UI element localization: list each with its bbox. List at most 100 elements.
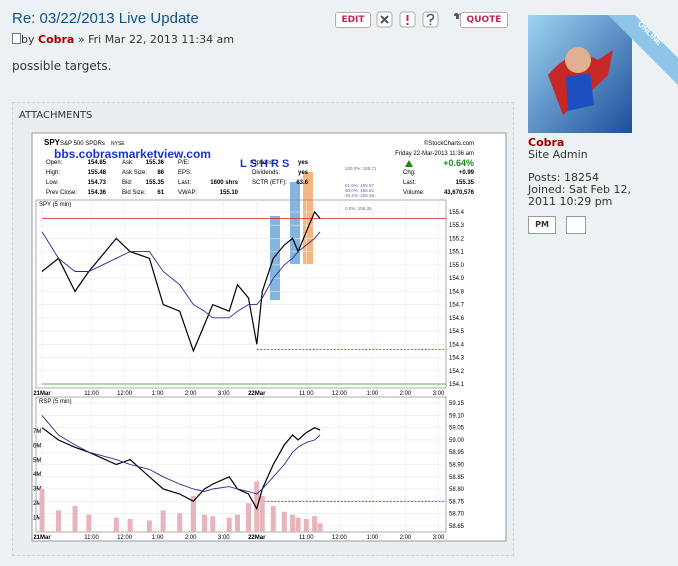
quote-label: Options: [252, 160, 275, 166]
volume-bar [312, 516, 318, 532]
y-tick-label: 58.65 [449, 524, 465, 530]
change-pct: +0.64% [443, 158, 474, 168]
x-tick-label: 2:00 [185, 391, 197, 397]
date: » Fri Mar 22, 2013 11:34 am [77, 33, 235, 46]
delete-icon [380, 15, 389, 24]
quote-label: Bid Size: [122, 190, 146, 196]
x-tick-label: 3:00 [218, 391, 230, 397]
volume-bar [226, 517, 232, 532]
edit-button[interactable]: EDIT [335, 12, 371, 28]
contact-buttons: PM [528, 216, 646, 234]
y2-tick-label: 4M [33, 472, 41, 478]
panel-frame [35, 199, 447, 389]
source: ©StockCharts.com [424, 140, 474, 147]
quote-value: 63.6 [296, 180, 308, 186]
y-tick-label: 58.70 [449, 512, 465, 518]
volume-bar [146, 520, 152, 532]
panel-title: RSP (5 min) [39, 399, 72, 405]
y2-tick-label: 5M [33, 458, 41, 464]
online-ribbon [608, 15, 678, 85]
quote-value: +0.99 [459, 170, 475, 176]
watermark: bbs.cobrasmarketview.com [54, 147, 211, 161]
author[interactable]: Cobra [38, 33, 75, 46]
y-tick-label: 59.15 [449, 401, 465, 407]
fib-level: 100.0%: 155.71 [345, 166, 377, 171]
volume-bar [295, 517, 301, 532]
fib-level: 0.0%: 155.35 [345, 206, 372, 211]
volume-bar [86, 514, 92, 532]
volume-bar [281, 511, 287, 532]
highlight-box [303, 172, 313, 264]
post-title[interactable]: Re: 03/22/2013 Live Update [12, 10, 199, 27]
quote-value: yes [298, 170, 309, 176]
x-tick-label: 11:00 [299, 391, 314, 397]
up-arrow [405, 160, 413, 167]
quote-label: Volume: [403, 190, 425, 196]
fib-level: 50.0%: 155.52 [345, 188, 375, 193]
y2-tick-label: 2M [33, 501, 41, 507]
volume-bar [290, 514, 296, 532]
y-tick-label: 155.4 [449, 210, 465, 216]
x-tick-label: 12:00 [332, 391, 348, 397]
quote-label: Bid: [122, 180, 133, 186]
quote-value: 155.35 [456, 180, 475, 186]
x-tick-label: 11:00 [299, 535, 314, 541]
y-tick-label: 59.05 [449, 426, 465, 432]
posts: Posts: 18254 [528, 172, 646, 184]
quote-value: 1600 shrs [210, 180, 238, 186]
quote-icon [454, 13, 461, 19]
quote-value: 155.36 [146, 160, 165, 166]
annotation: L S H R S [240, 158, 289, 170]
y-tick-label: 154.2 [449, 369, 465, 375]
x-tick-label: 21Mar [33, 391, 51, 397]
y2-tick-label: 1M [33, 516, 41, 522]
quote-label: Last: [178, 180, 191, 186]
avatar-suit [566, 73, 594, 111]
quote-date: Friday 22-Mar-2013 11:36 am [395, 151, 474, 157]
quote-label: VWAP: [178, 190, 197, 196]
volume-bar [127, 519, 133, 532]
volume-bar [210, 516, 216, 532]
y-tick-label: 58.85 [449, 475, 465, 481]
email-button[interactable] [565, 216, 586, 234]
post-body: possible targets. [12, 59, 112, 73]
quote-value: 155.35 [146, 180, 165, 186]
x-tick-label: 2:00 [400, 391, 412, 397]
x-tick-label: 3:00 [433, 535, 445, 541]
y-tick-label: 59.00 [449, 438, 465, 444]
series-line [41, 427, 321, 511]
x-tick-label: 12:00 [117, 391, 133, 397]
x-tick-label: 1:00 [367, 391, 379, 397]
y-tick-label: 58.80 [449, 487, 465, 493]
y-tick-label: 154.4 [449, 342, 465, 348]
volume-bar [303, 519, 309, 532]
y-tick-label: 155.1 [449, 250, 465, 256]
x-tick-label: 1:00 [367, 535, 379, 541]
fib-level: 61.8%: 155.57 [345, 183, 375, 188]
volume-bar [259, 495, 265, 532]
quote-value: 154.85 [88, 160, 107, 166]
volume-bar [160, 510, 166, 532]
quote-button[interactable]: QUOTE [460, 12, 508, 28]
profile-name[interactable]: Cobra [528, 136, 565, 149]
quote-label: Dividends: [252, 170, 280, 176]
info-icon [426, 13, 435, 25]
y-tick-label: 154.8 [449, 289, 465, 295]
y-tick-label: 154.9 [449, 276, 465, 282]
y-tick-label: 155.2 [449, 236, 465, 242]
avatar: ONLINE [528, 15, 678, 133]
pm-button[interactable]: PM [528, 216, 556, 234]
posts-count: 18254 [563, 171, 599, 184]
quote-label: Low: [46, 180, 59, 186]
attachments-label: ATTACHMENTS [19, 110, 93, 121]
quote-value: 155.48 [88, 170, 107, 176]
exchange: NYSE [111, 141, 125, 147]
y-tick-label: 59.10 [449, 413, 465, 419]
volume-bar [177, 513, 183, 532]
volume-bar [39, 488, 45, 532]
byline: by Cobra » Fri Mar 22, 2013 11:34 am [12, 33, 234, 46]
quote-value: 155.10 [220, 190, 239, 196]
symbol: SPY [44, 138, 61, 147]
y-tick-label: 58.75 [449, 499, 465, 505]
quote-value: 154.36 [88, 190, 107, 196]
